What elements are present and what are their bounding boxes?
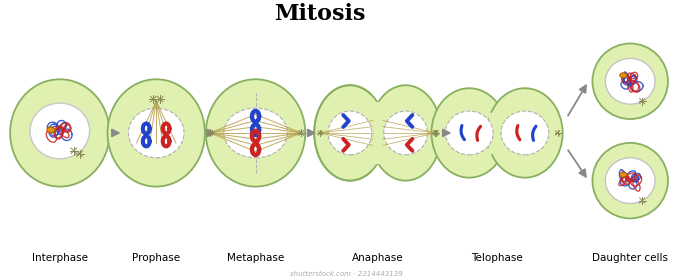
Ellipse shape [432,88,507,178]
Text: Metaphase: Metaphase [227,253,284,263]
Ellipse shape [593,143,668,218]
Ellipse shape [10,79,109,186]
Ellipse shape [606,59,655,104]
Ellipse shape [370,85,441,181]
Ellipse shape [620,172,626,177]
Text: Prophase: Prophase [132,253,180,263]
Text: Mitosis: Mitosis [274,3,366,25]
Text: Telophase: Telophase [471,253,523,263]
Ellipse shape [446,111,493,155]
Ellipse shape [384,111,428,155]
Ellipse shape [107,79,205,186]
Ellipse shape [314,85,386,181]
Text: Anaphase: Anaphase [352,253,403,263]
Text: Daughter cells: Daughter cells [593,253,668,263]
Ellipse shape [501,111,549,155]
Ellipse shape [328,111,372,155]
Text: shutterstock.com · 2314443139: shutterstock.com · 2314443139 [290,271,403,277]
Ellipse shape [30,103,89,159]
Ellipse shape [47,127,55,133]
Text: Interphase: Interphase [32,253,88,263]
Ellipse shape [606,158,655,204]
Ellipse shape [206,79,305,186]
Ellipse shape [128,108,184,158]
Ellipse shape [620,73,626,78]
Ellipse shape [593,43,668,119]
Ellipse shape [487,88,563,178]
Ellipse shape [224,108,288,158]
